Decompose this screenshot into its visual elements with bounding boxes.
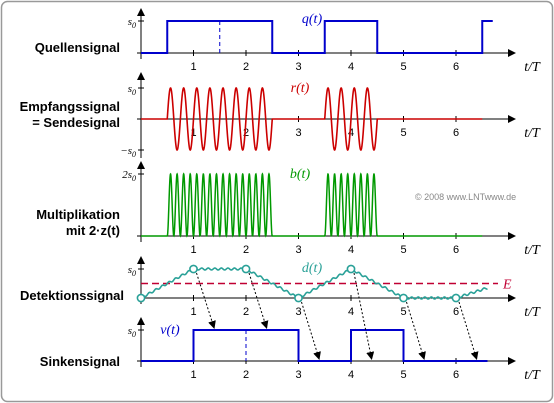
r-signal-label: r(t): [291, 81, 310, 96]
x-axis-label-2: t/T: [524, 243, 541, 258]
x-tick-label-0-6: 6: [453, 61, 459, 73]
threshold-label: E: [502, 278, 512, 293]
d-sample-point-2: [241, 264, 251, 274]
q-signal-label: q(t): [302, 12, 323, 27]
d-signal-line: [140, 267, 488, 300]
x-tick-label-4-4: 4: [348, 369, 354, 381]
decision-arrow-5: [406, 301, 426, 360]
x-tick-label-2-1: 1: [190, 244, 196, 256]
x-tick-label-3-2: 2: [243, 306, 249, 318]
v-signal-label: v(t): [160, 323, 180, 338]
copyright: © 2008 www.LNTwww.de: [415, 192, 516, 202]
d-sample-point-4: [346, 264, 356, 274]
x-tick-label-3-4: 4: [348, 306, 354, 318]
x-tick-label-2-5: 5: [400, 244, 406, 256]
x-tick-label-4-5: 5: [400, 369, 406, 381]
ylabel-d-s0: s0: [128, 264, 136, 278]
x-tick-label-1-3: 3: [295, 127, 301, 139]
x-tick-label-0-1: 1: [190, 61, 196, 73]
label-quellensignal: Quellensignal: [35, 40, 120, 55]
x-axis-label-4: t/T: [524, 368, 541, 383]
q-signal-line: [141, 20, 493, 54]
d-sample-point-1: [189, 264, 198, 274]
label-empfangssignal: Empfangssignal: [20, 99, 120, 114]
b-signal-label: b(t): [290, 167, 311, 182]
x-tick-label-0-3: 3: [295, 61, 301, 73]
label-sendesignal: = Sendesignal: [32, 115, 120, 130]
x-axis-label-3: t/T: [524, 305, 541, 320]
x-tick-label-4-1: 1: [190, 369, 196, 381]
x-axis-label-1: t/T: [524, 126, 541, 141]
arrows-layer: [196, 272, 479, 360]
ylabel-q-s0: s0: [128, 16, 136, 30]
x-tick-label-1-1: 1: [190, 127, 196, 139]
label-multiplikation: Multiplikation: [36, 207, 120, 222]
x-tick-label-0-5: 5: [400, 61, 406, 73]
x-tick-label-2-4: 4: [348, 244, 354, 256]
x-tick-label-3-3: 3: [295, 306, 301, 318]
x-tick-label-0-2: 2: [243, 61, 249, 73]
b-signal-line: [141, 172, 483, 238]
ylabel-v-s0: s0: [128, 325, 136, 339]
decision-arrow-4: [353, 272, 375, 360]
d-sample-point-3: [294, 293, 303, 303]
d-sample-point-0: [136, 293, 146, 303]
d-sample-point-6: [451, 293, 461, 303]
x-tick-label-1-5: 5: [400, 127, 406, 139]
ylabel-r-neg-s0: −s0: [120, 145, 136, 159]
decision-arrow-3: [301, 301, 321, 360]
x-tick-label-3-6: 6: [453, 306, 459, 318]
x-tick-label-1-6: 6: [453, 127, 459, 139]
x-tick-label-4-2: 2: [243, 369, 249, 381]
x-tick-label-2-6: 6: [453, 244, 459, 256]
x-tick-label-3-1: 1: [190, 306, 196, 318]
label-mit-2z: mit 2·z(t): [66, 223, 120, 238]
label-detektionssignal: Detektionssignal: [20, 288, 124, 303]
decision-arrow-1: [196, 272, 216, 329]
signals-layer: q(t) r(t) b(t) Ed(t) v(t): [136, 12, 512, 362]
x-tick-label-0-4: 4: [348, 61, 354, 73]
x-tick-label-2-3: 3: [295, 244, 301, 256]
x-axis-label-0: t/T: [524, 60, 541, 75]
x-tick-label-2-2: 2: [243, 244, 249, 256]
r-signal-line: [141, 86, 483, 152]
d-sample-point-5: [399, 293, 408, 303]
d-signal-label: d(t): [302, 261, 323, 276]
x-tick-label-1-4: 4: [348, 127, 354, 139]
ylabel-b-2s0: 2s0: [122, 169, 136, 183]
decision-arrow-6: [458, 301, 479, 360]
ylabel-r-s0: s0: [128, 83, 136, 97]
v-signal-line: [141, 329, 488, 362]
x-tick-label-3-5: 5: [400, 306, 406, 318]
x-tick-label-4-6: 6: [453, 369, 459, 381]
x-tick-label-4-3: 3: [295, 369, 301, 381]
x-tick-label-1-2: 2: [243, 127, 249, 139]
label-sinkensignal: Sinkensignal: [40, 354, 120, 369]
decision-arrow-2: [248, 272, 269, 329]
